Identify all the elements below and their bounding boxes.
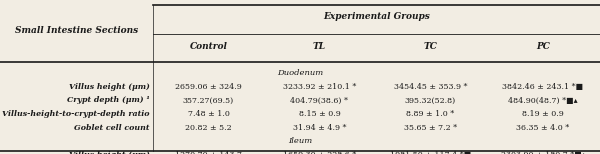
- Text: Duodenum: Duodenum: [277, 69, 323, 77]
- Text: 2303.90 ± 180.7 *■▴: 2303.90 ± 180.7 *■▴: [500, 151, 586, 154]
- Text: 1981.50 ± 117.4 *■: 1981.50 ± 117.4 *■: [390, 151, 471, 154]
- Text: 35.65 ± 7.2 *: 35.65 ± 7.2 *: [404, 124, 457, 132]
- Text: 404.79(38.6) *: 404.79(38.6) *: [290, 96, 349, 104]
- Text: 1659.30 ± 228.6 *: 1659.30 ± 228.6 *: [283, 151, 356, 154]
- Text: 8.15 ± 0.9: 8.15 ± 0.9: [299, 110, 340, 118]
- Text: TC: TC: [424, 42, 437, 51]
- Text: Crypt depth (μm) ¹: Crypt depth (μm) ¹: [67, 96, 150, 104]
- Text: Villus height (μm): Villus height (μm): [69, 83, 150, 91]
- Text: 20.82 ± 5.2: 20.82 ± 5.2: [185, 124, 232, 132]
- Text: Villus height (μm): Villus height (μm): [69, 151, 150, 154]
- Text: 3233.92 ± 210.1 *: 3233.92 ± 210.1 *: [283, 83, 356, 91]
- Text: 7.48 ± 1.0: 7.48 ± 1.0: [188, 110, 229, 118]
- Text: Villus-height-to-crypt-depth ratio: Villus-height-to-crypt-depth ratio: [2, 110, 150, 118]
- Text: Experimental Groups: Experimental Groups: [323, 12, 430, 21]
- Text: TL: TL: [313, 42, 326, 51]
- Text: 357.27(69.5): 357.27(69.5): [183, 96, 234, 104]
- Text: 3454.45 ± 353.9 *: 3454.45 ± 353.9 *: [394, 83, 467, 91]
- Text: 395.32(52.8): 395.32(52.8): [405, 96, 456, 104]
- Text: 8.89 ± 1.0 *: 8.89 ± 1.0 *: [406, 110, 455, 118]
- Text: 8.19 ± 0.9: 8.19 ± 0.9: [522, 110, 564, 118]
- Text: 31.94 ± 4.9 *: 31.94 ± 4.9 *: [293, 124, 346, 132]
- Text: 36.35 ± 4.0 *: 36.35 ± 4.0 *: [517, 124, 569, 132]
- Text: 3842.46 ± 243.1 *■: 3842.46 ± 243.1 *■: [502, 83, 584, 91]
- Text: Ileum: Ileum: [288, 137, 312, 145]
- Text: Goblet cell count: Goblet cell count: [74, 124, 150, 132]
- Text: Small Intestine Sections: Small Intestine Sections: [15, 26, 138, 34]
- Text: PC: PC: [536, 42, 550, 51]
- Text: Control: Control: [190, 42, 227, 51]
- Text: 2659.06 ± 324.9: 2659.06 ± 324.9: [175, 83, 242, 91]
- Text: 1270.70 ± 143.7: 1270.70 ± 143.7: [175, 151, 242, 154]
- Text: 484.90(48.7) *■▴: 484.90(48.7) *■▴: [508, 96, 578, 104]
